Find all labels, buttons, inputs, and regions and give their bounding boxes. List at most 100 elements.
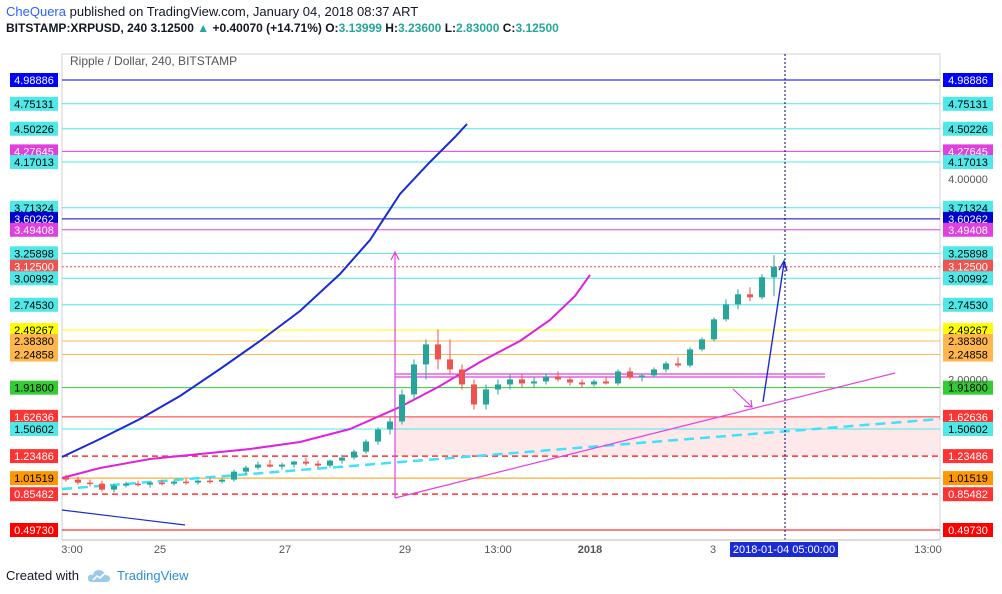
level-label-right-7: 3.49408 <box>943 222 993 237</box>
level-label-right-text-15: 1.91800 <box>948 383 988 395</box>
author-link[interactable]: CheQuera <box>6 4 66 19</box>
publish-info: published on TradingView.com, January 04… <box>69 4 419 19</box>
candle-56 <box>735 289 741 310</box>
level-label-left-text-14: 2.24858 <box>14 350 54 362</box>
candle-16 <box>255 461 261 470</box>
level-label-left-bg-17 <box>10 421 58 436</box>
level-label-left-text-11: 2.74530 <box>14 300 54 312</box>
candle-29 <box>411 359 417 400</box>
level-label-right-bg-11 <box>943 297 993 312</box>
small-pointer-arrow-head <box>743 399 753 408</box>
candle-body-43 <box>579 382 585 385</box>
footer: Created with TradingView <box>6 568 189 583</box>
level-label-right-text-20: 0.85482 <box>948 489 988 501</box>
level-label-left-bg-18 <box>10 449 58 464</box>
candle-body-41 <box>555 376 561 380</box>
time-tick-6: 3 <box>710 544 716 556</box>
level-label-left-text-18: 1.23486 <box>14 451 54 463</box>
level-label-left-21: 0.49730 <box>10 523 58 537</box>
candle-body-8 <box>159 482 165 485</box>
candle-body-40 <box>543 376 549 382</box>
candle-30 <box>423 339 429 380</box>
candle-52 <box>687 347 693 368</box>
candle-body-32 <box>447 359 453 370</box>
level-label-left-text-1: 4.75131 <box>14 99 54 111</box>
tradingview-cloud-icon <box>87 569 110 582</box>
candle-34 <box>471 379 477 410</box>
candle-1 <box>75 476 81 485</box>
candle-body-51 <box>675 363 681 366</box>
candle-12 <box>207 477 213 484</box>
candle-9 <box>171 480 177 486</box>
candle-body-33 <box>459 369 465 385</box>
candle-body-59 <box>771 266 777 278</box>
candle-body-2 <box>87 482 93 485</box>
candle-19 <box>291 460 297 468</box>
candle-44 <box>591 379 597 387</box>
level-label-right-text-2: 4.50226 <box>948 124 988 136</box>
level-label-left-7: 3.49408 <box>10 222 58 237</box>
level-label-left-bg-12 <box>10 323 58 338</box>
candle-47 <box>627 367 633 380</box>
candle-53 <box>699 337 705 352</box>
candle-body-54 <box>711 319 717 340</box>
candle-body-29 <box>411 364 417 395</box>
axis-price-label-1: 2.00000 <box>948 374 988 386</box>
low-label: L: <box>444 21 457 35</box>
candle-body-27 <box>387 421 393 430</box>
tradingview-link[interactable]: TradingView <box>87 568 189 583</box>
level-label-right-13: 2.38380 <box>943 333 993 348</box>
low-value: 2.83000 <box>456 21 500 35</box>
level-label-left-8: 3.25898 <box>10 246 58 261</box>
candle-body-10 <box>183 481 189 484</box>
level-label-left-14: 2.24858 <box>10 347 58 362</box>
level-label-left-17: 1.50602 <box>10 421 58 436</box>
candle-body-11 <box>195 480 201 483</box>
level-label-right-bg-19 <box>943 471 993 486</box>
candle-59 <box>771 255 777 297</box>
candle-body-15 <box>243 467 249 472</box>
level-label-left-bg-16 <box>10 409 58 424</box>
level-label-left-text-16: 1.62636 <box>14 412 54 424</box>
level-label-left-19: 1.01519 <box>10 471 58 486</box>
time-tick-3: 29 <box>399 544 411 556</box>
level-label-right-text-9: 3.12500 <box>948 262 988 274</box>
time-tick-1: 25 <box>154 544 166 556</box>
time-tick-2: 27 <box>279 544 291 556</box>
candle-11 <box>195 479 201 485</box>
chart-title: Ripple / Dollar, 240, BITSTAMP <box>70 54 237 68</box>
candle-body-31 <box>435 344 441 360</box>
candle-55 <box>723 299 729 322</box>
candle-5 <box>123 481 129 488</box>
candle-body-49 <box>651 369 657 376</box>
level-label-right-bg-21 <box>943 523 993 537</box>
candle-body-39 <box>531 381 537 384</box>
level-label-right-11: 2.74530 <box>943 297 993 312</box>
level-label-right-bg-18 <box>943 449 993 464</box>
candle-body-53 <box>699 339 705 350</box>
created-with-label: Created with <box>6 568 79 583</box>
cyan-dashed-trendline <box>61 417 941 491</box>
price-change: +0.40070 (+14.71%) <box>212 21 322 35</box>
candle-39 <box>531 377 537 388</box>
level-label-right-18: 1.23486 <box>943 449 993 464</box>
candle-49 <box>651 367 657 378</box>
open-value: 3.13999 <box>338 21 382 35</box>
level-label-left-bg-20 <box>10 487 58 502</box>
level-label-right-text-8: 3.25898 <box>948 248 988 260</box>
level-label-left-bg-2 <box>10 121 58 136</box>
candle-32 <box>447 339 453 375</box>
level-label-right-text-21: 0.49730 <box>948 525 988 537</box>
support-zone <box>395 416 940 457</box>
candle-6 <box>135 480 141 487</box>
crosshair-time-label: 2018-01-04 05:00:00 <box>730 542 838 557</box>
level-label-right-text-17: 1.50602 <box>948 424 988 436</box>
candle-36 <box>495 379 501 395</box>
candle-17 <box>267 459 273 468</box>
level-label-right-bg-15 <box>943 380 993 395</box>
candle-28 <box>399 389 405 425</box>
level-label-left-text-10: 3.00992 <box>14 273 54 285</box>
price-chart[interactable]: 4.98886 4.98886 4.75131 4.75131 4.50226 4.502… <box>0 44 1002 564</box>
candle-body-34 <box>471 384 477 405</box>
level-label-right-bg-13 <box>943 333 993 348</box>
